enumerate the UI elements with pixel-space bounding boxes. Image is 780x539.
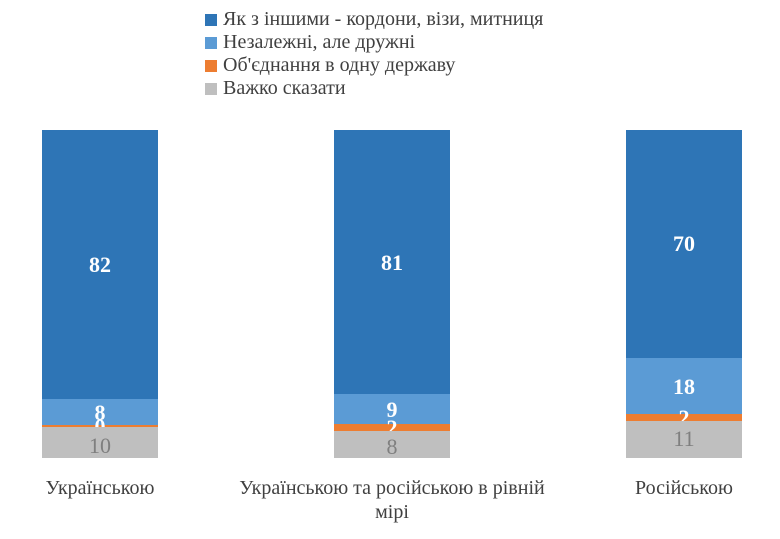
data-label: 9 xyxy=(386,397,398,422)
data-label: 18 xyxy=(673,374,695,399)
legend-swatch-icon xyxy=(205,13,217,26)
bar-segment-union: 2 xyxy=(334,417,450,439)
legend-item: Об'єднання в одну державу xyxy=(205,54,543,77)
data-label: 8 xyxy=(386,434,398,459)
category-label: Українською та російською в рівній мірі xyxy=(239,477,545,523)
bar-segment-friendly: 8 xyxy=(42,399,158,425)
bar-segment-hard-to-say: 10 xyxy=(42,427,158,458)
bar-segment-hard-to-say: 8 xyxy=(334,431,450,458)
data-label: 0 xyxy=(42,416,158,438)
bar-segment-hard-to-say: 11 xyxy=(626,421,742,458)
category-label: Українською xyxy=(45,477,155,499)
chart-legend: Як з іншими - кордони, візи, митниця Нез… xyxy=(205,8,543,100)
bar-segment-friendly: 9 xyxy=(334,394,450,424)
legend-item: Як з іншими - кордони, візи, митниця xyxy=(205,8,543,31)
data-label: 11 xyxy=(673,426,695,451)
legend-swatch-icon xyxy=(205,36,217,49)
legend-label: Важко сказати xyxy=(223,77,346,99)
stacked-bar: 70 18 2 11 xyxy=(626,130,742,458)
legend-label: Об'єднання в одну державу xyxy=(223,54,456,76)
data-label: 82 xyxy=(89,252,111,277)
data-label: 2 xyxy=(386,415,398,440)
bar-segment-borders: 70 xyxy=(626,130,742,358)
bar-segment-friendly: 18 xyxy=(626,358,742,414)
legend-item: Незалежні, але дружні xyxy=(205,31,543,54)
data-label: 10 xyxy=(89,433,111,458)
legend-item: Важко сказати xyxy=(205,77,543,100)
category-label: Російською xyxy=(635,477,733,499)
data-label: 70 xyxy=(673,231,695,256)
data-label: 8 xyxy=(94,400,106,425)
data-label: 2 xyxy=(678,405,690,430)
legend-label: Як з іншими - кордони, візи, митниця xyxy=(223,8,544,30)
legend-swatch-icon xyxy=(205,82,217,95)
legend-label: Незалежні, але дружні xyxy=(223,31,416,53)
data-label: 81 xyxy=(381,250,403,275)
legend-swatch-icon xyxy=(205,59,217,72)
stacked-bar: 81 9 2 8 xyxy=(334,130,450,458)
bar-segment-union: 0 xyxy=(42,416,158,438)
bar-segment-borders: 82 xyxy=(42,130,158,399)
bar-segment-borders: 81 xyxy=(334,130,450,394)
bar-segment-union: 2 xyxy=(626,407,742,429)
stacked-bar: 82 8 0 10 xyxy=(42,130,158,458)
